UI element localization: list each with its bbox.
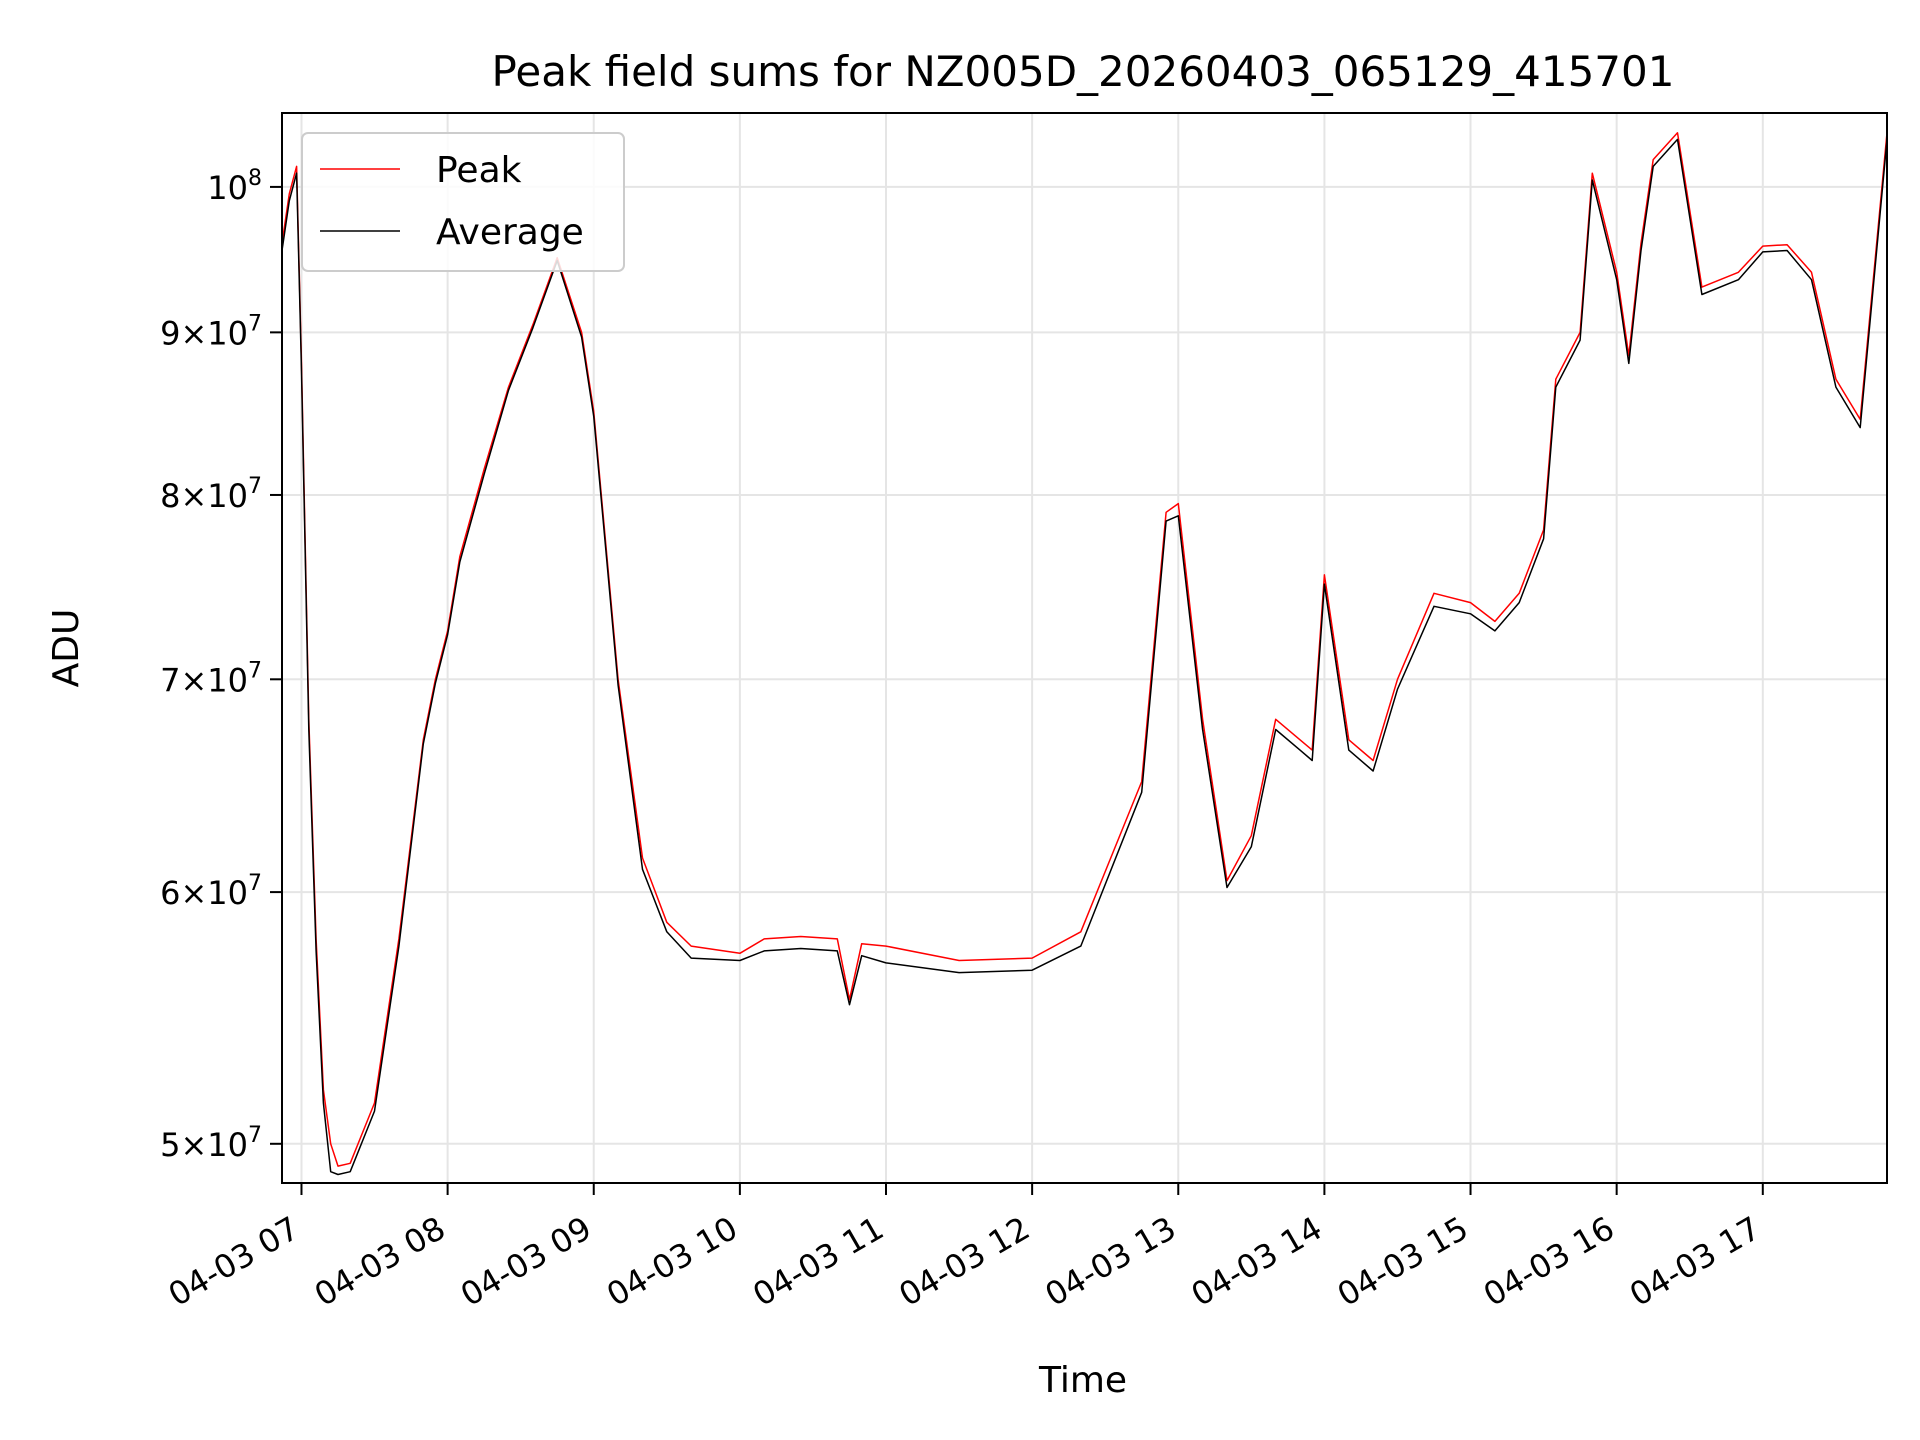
x-axis-label: Time <box>1038 1360 1127 1401</box>
y-tick-label: 7×107 <box>160 658 262 699</box>
legend-box <box>301 132 625 272</box>
y-axis-label: ADU <box>46 609 87 688</box>
plot-frame <box>281 112 1888 1184</box>
series-layer <box>281 132 1888 1176</box>
y-tick-label: 5×107 <box>160 1123 262 1164</box>
y-tick-label: 108 <box>207 166 262 207</box>
y-axis: 5×107 6×107 7×107 8×107 9×107 108 <box>160 166 282 1164</box>
y-tick-label: 6×107 <box>160 871 262 912</box>
legend: Peak Average <box>301 132 625 272</box>
grid <box>282 113 1887 1183</box>
series-line-average <box>281 138 1888 1176</box>
chart-title: Peak field sums for NZ005D_20260403_0651… <box>492 47 1675 96</box>
y-tick-label: 8×107 <box>160 474 262 515</box>
y-tick-label: 9×107 <box>160 311 262 352</box>
legend-label-average: Average <box>436 212 584 253</box>
legend-label-peak: Peak <box>436 150 522 191</box>
